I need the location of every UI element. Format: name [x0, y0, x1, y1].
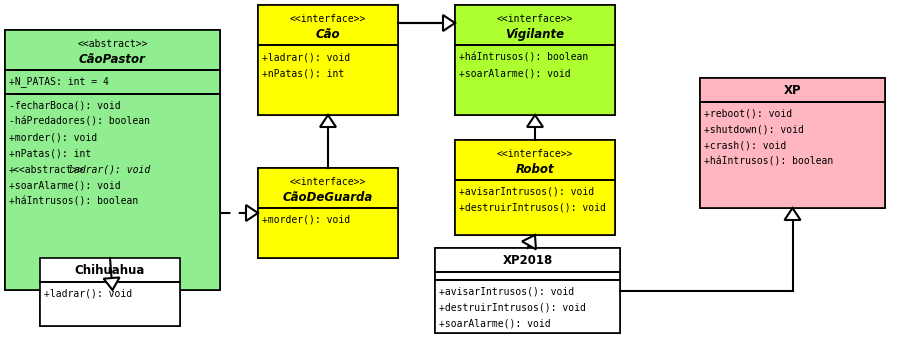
Polygon shape — [522, 235, 536, 249]
Text: +shutdown(): void: +shutdown(): void — [704, 125, 804, 135]
Bar — [435, 248, 620, 333]
Text: +: + — [9, 165, 15, 175]
Bar — [700, 78, 885, 208]
Bar — [435, 248, 620, 272]
Text: +reboot(): void: +reboot(): void — [704, 109, 792, 119]
Polygon shape — [246, 205, 258, 221]
Bar — [455, 140, 615, 235]
Text: XP: XP — [784, 83, 801, 97]
Bar — [40, 258, 180, 326]
Text: +destruirIntrusos(): void: +destruirIntrusos(): void — [439, 303, 586, 313]
Bar — [435, 272, 620, 280]
Bar — [258, 208, 398, 258]
Bar — [5, 70, 220, 94]
Bar — [258, 168, 398, 258]
Bar — [455, 5, 615, 115]
Bar — [700, 102, 885, 208]
Bar — [258, 168, 398, 208]
Text: +nPatas(): int: +nPatas(): int — [262, 68, 344, 78]
Text: +nPatas(): int: +nPatas(): int — [9, 149, 91, 159]
Text: +avisarIntrusos(): void: +avisarIntrusos(): void — [459, 187, 594, 197]
Bar — [455, 5, 615, 45]
Text: +ladrar(): void: +ladrar(): void — [262, 52, 350, 62]
Bar — [455, 45, 615, 115]
Polygon shape — [320, 115, 336, 127]
Text: CãoPastor: CãoPastor — [79, 53, 146, 66]
Text: +soarAlarme(): void: +soarAlarme(): void — [9, 181, 121, 191]
Polygon shape — [785, 208, 800, 220]
Text: CãoDeGuarda: CãoDeGuarda — [283, 191, 373, 204]
Bar — [258, 45, 398, 115]
Text: -háPredadores(): boolean: -háPredadores(): boolean — [9, 117, 150, 127]
Text: Chihuahua: Chihuahua — [75, 264, 145, 276]
Text: <<interface>>: <<interface>> — [290, 14, 366, 24]
Text: +crash(): void: +crash(): void — [704, 141, 787, 151]
Text: <<interface>>: <<interface>> — [496, 14, 573, 24]
Text: +N_PATAS: int = 4: +N_PATAS: int = 4 — [9, 76, 109, 88]
Bar — [700, 78, 885, 102]
Text: +háIntrusos(): boolean: +háIntrusos(): boolean — [9, 197, 138, 207]
Bar — [40, 258, 180, 282]
Bar — [258, 5, 398, 115]
Text: +háIntrusos(): boolean: +háIntrusos(): boolean — [704, 157, 833, 167]
Text: +morder(): void: +morder(): void — [9, 133, 97, 143]
Bar — [455, 180, 615, 235]
Text: +destruirIntrusos(): void: +destruirIntrusos(): void — [459, 203, 605, 213]
Text: -fecharBoca(): void: -fecharBoca(): void — [9, 101, 121, 111]
Bar — [258, 5, 398, 45]
Bar — [435, 280, 620, 333]
Polygon shape — [443, 15, 455, 31]
Text: ladrar(): void: ladrar(): void — [68, 165, 150, 175]
Text: Cão: Cão — [315, 28, 341, 41]
Text: <<interface>>: <<interface>> — [496, 149, 573, 159]
Text: Vigilante: Vigilante — [505, 28, 565, 41]
Text: <<abstract>>: <<abstract>> — [14, 165, 89, 175]
Text: +avisarIntrusos(): void: +avisarIntrusos(): void — [439, 287, 574, 297]
Bar — [40, 282, 180, 326]
Bar — [5, 30, 220, 70]
Text: XP2018: XP2018 — [503, 254, 552, 266]
Bar — [5, 30, 220, 290]
Text: +soarAlarme(): void: +soarAlarme(): void — [439, 319, 551, 329]
Text: +soarAlarme(): void: +soarAlarme(): void — [459, 68, 570, 78]
Polygon shape — [104, 277, 120, 290]
Text: +ladrar(): void: +ladrar(): void — [44, 289, 132, 299]
Bar — [455, 140, 615, 180]
Bar — [5, 94, 220, 290]
Text: <<abstract>>: <<abstract>> — [77, 39, 148, 49]
Text: Robot: Robot — [515, 163, 554, 176]
Text: +háIntrusos(): boolean: +háIntrusos(): boolean — [459, 52, 588, 62]
Text: <<interface>>: <<interface>> — [290, 176, 366, 187]
Polygon shape — [527, 115, 543, 127]
Text: +morder(): void: +morder(): void — [262, 215, 350, 225]
